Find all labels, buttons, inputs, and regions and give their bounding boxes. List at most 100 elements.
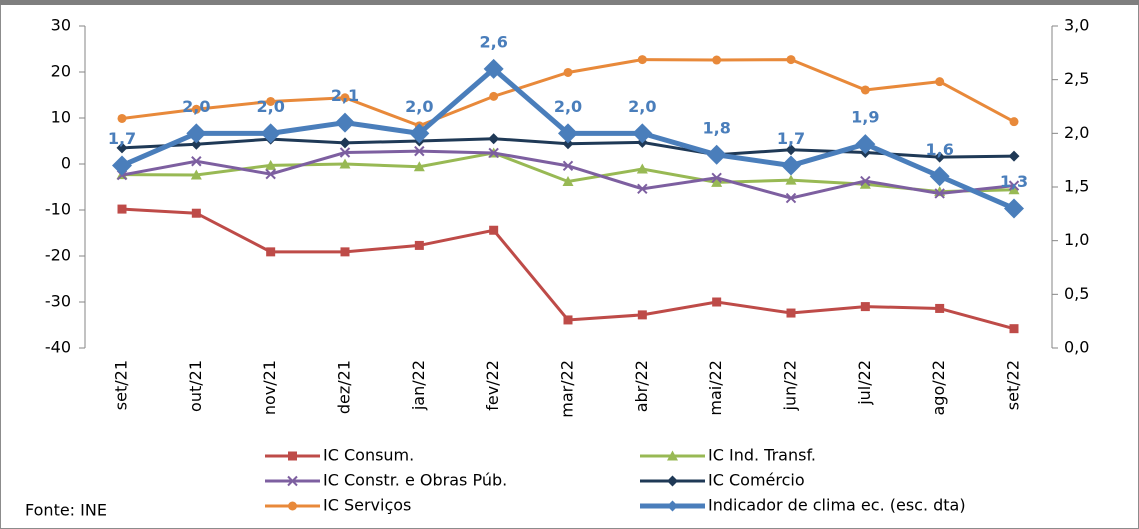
- y2-tick-label: 1,0: [1064, 230, 1089, 249]
- x-tick-label: jan/22: [409, 360, 428, 411]
- marker: [488, 133, 500, 145]
- marker: [637, 183, 648, 195]
- marker: [191, 156, 202, 167]
- marker: [339, 158, 351, 169]
- marker: [562, 138, 574, 150]
- value-label: 2,1: [331, 86, 359, 105]
- x-tick-label: mar/22: [558, 360, 577, 418]
- value-label: 1,7: [777, 129, 805, 148]
- marker: [191, 104, 201, 114]
- marker: [558, 123, 578, 144]
- value-label: 1,7: [108, 129, 136, 148]
- legend-marker: [288, 501, 297, 511]
- value-label: 2,6: [479, 32, 507, 51]
- marker: [117, 113, 127, 123]
- value-label: 2,0: [554, 97, 582, 116]
- x-tick-label: nov/21: [260, 360, 279, 415]
- y2-tick-label: 0,5: [1064, 284, 1089, 303]
- marker: [340, 247, 350, 257]
- marker: [488, 147, 499, 159]
- marker: [414, 145, 425, 157]
- x-tick-label: set/22: [1004, 360, 1023, 410]
- marker: [483, 58, 504, 79]
- y2-tick-label: 2,5: [1064, 69, 1089, 88]
- marker: [260, 123, 281, 144]
- x-tick-label: jul/22: [855, 360, 874, 406]
- marker: [191, 208, 201, 218]
- y-tick-label: 10: [51, 108, 71, 127]
- marker: [563, 67, 573, 77]
- value-label: 1,8: [702, 118, 730, 137]
- marker: [340, 93, 350, 103]
- y-tick-label: 30: [51, 16, 71, 35]
- marker: [186, 123, 207, 144]
- marker: [1009, 324, 1019, 334]
- legend-label: Indicador de clima ec. (esc. dta): [708, 496, 966, 515]
- marker: [414, 240, 424, 250]
- x-tick-label: mai/22: [706, 360, 725, 416]
- marker: [190, 138, 202, 150]
- marker: [934, 188, 945, 199]
- marker: [781, 155, 801, 176]
- marker: [637, 310, 647, 320]
- marker: [935, 77, 945, 87]
- marker: [637, 55, 647, 65]
- legend-marker: [288, 451, 297, 461]
- source: Fonte: INE: [25, 501, 107, 520]
- legend-marker: [287, 475, 298, 487]
- marker: [1008, 150, 1020, 162]
- marker: [855, 134, 876, 155]
- y2-tick-label: 3,0: [1064, 16, 1089, 35]
- y2-tick-label: 2,0: [1064, 123, 1089, 142]
- x-tick-label: jun/22: [781, 360, 800, 411]
- legend-label: IC Constr. e Obras Púb.: [323, 471, 507, 490]
- marker: [785, 174, 797, 185]
- marker: [934, 151, 946, 163]
- top-bar: [0, 0, 1139, 5]
- x-tick-label: dez/21: [335, 360, 354, 414]
- marker: [711, 176, 723, 187]
- marker: [860, 85, 870, 95]
- marker: [116, 142, 128, 154]
- x-tick-label: fev/22: [483, 360, 502, 411]
- y-tick-label: -40: [45, 338, 71, 357]
- marker: [1008, 180, 1020, 191]
- marker: [1009, 117, 1019, 127]
- marker: [706, 144, 727, 165]
- y-tick-label: 20: [51, 62, 71, 81]
- marker: [489, 225, 499, 235]
- legend-marker: [667, 500, 678, 512]
- marker: [860, 175, 871, 187]
- marker: [265, 159, 277, 170]
- marker: [409, 123, 430, 144]
- marker: [929, 166, 950, 187]
- marker: [489, 91, 499, 101]
- x-tick-label: ago/22: [929, 360, 948, 416]
- marker: [785, 144, 797, 156]
- x-tick-label: abr/22: [632, 360, 651, 412]
- marker: [190, 169, 202, 180]
- marker: [339, 137, 351, 149]
- value-label: 1,6: [925, 140, 953, 159]
- marker: [413, 161, 425, 172]
- marker: [1004, 198, 1024, 219]
- marker: [265, 168, 276, 180]
- value-label: 1,9: [851, 108, 879, 127]
- marker: [563, 315, 573, 325]
- value-label: 2,0: [405, 97, 433, 116]
- marker: [632, 123, 653, 144]
- marker: [712, 55, 722, 65]
- marker: [786, 55, 796, 65]
- marker: [636, 163, 648, 174]
- marker: [786, 308, 796, 318]
- y-tick-label: -30: [45, 292, 71, 311]
- marker: [112, 155, 132, 176]
- y-tick-label: -10: [45, 200, 71, 219]
- marker: [117, 204, 127, 214]
- legend-marker: [667, 450, 678, 461]
- marker: [712, 297, 722, 307]
- marker: [335, 112, 355, 133]
- marker: [266, 247, 276, 257]
